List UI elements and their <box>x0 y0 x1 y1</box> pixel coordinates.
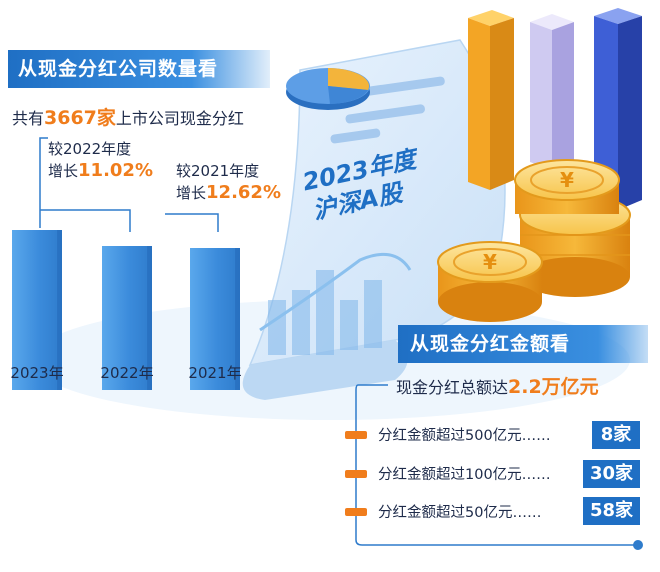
total-prefix: 共有 <box>12 109 45 128</box>
coin-stack-icon: ¥ ¥ <box>437 159 631 322</box>
compare-2022-line1: 较2022年度 <box>48 140 132 158</box>
bar-2021年 <box>190 248 240 390</box>
list-timeline <box>355 384 638 546</box>
section2-total: 现金分红总额达2.2万亿元 <box>396 372 599 399</box>
bar-2022年 <box>102 246 152 390</box>
compare-2021-line1: 较2021年度 <box>176 162 260 180</box>
compare-2022-prefix: 增长 <box>48 162 79 180</box>
compare-2022-line2: 增长11.02% <box>48 160 153 182</box>
section2-total-prefix: 现金分红总额达 <box>396 378 509 397</box>
decorative-glass-bars <box>268 270 382 355</box>
comparison-connectors <box>39 137 219 232</box>
total-suffix: 上市公司现金分红 <box>115 109 244 128</box>
bar-2023年 <box>12 230 62 390</box>
total-value: 3667家 <box>44 107 116 129</box>
compare-2021-line2: 增长12.62% <box>176 182 281 204</box>
bar-label: 2021年 <box>188 364 242 382</box>
section2-title: 从现金分红金额看 <box>398 325 648 363</box>
compare-2021: 较2021年度 增长12.62% <box>176 160 281 204</box>
decorative-3d-bars <box>468 8 642 210</box>
company-count-bar-chart: 2023年 2022年 2021年 <box>0 0 280 400</box>
bar-label: 2023年 <box>10 364 64 382</box>
bar-label: 2022年 <box>100 364 154 382</box>
compare-2021-prefix: 增长 <box>176 184 207 202</box>
svg-text:¥: ¥ <box>483 250 497 274</box>
compare-2022: 较2022年度 增长11.02% <box>48 138 153 182</box>
section1-total: 共有3667家上市公司现金分红 <box>12 103 244 130</box>
pie-chart-icon <box>286 68 370 110</box>
compare-2021-pct: 12.62% <box>206 182 281 203</box>
section2-total-value: 2.2万亿元 <box>508 376 599 398</box>
section1-title: 从现金分红公司数量看 <box>8 50 270 88</box>
compare-2022-pct: 11.02% <box>78 160 153 181</box>
svg-text:¥: ¥ <box>560 168 574 192</box>
